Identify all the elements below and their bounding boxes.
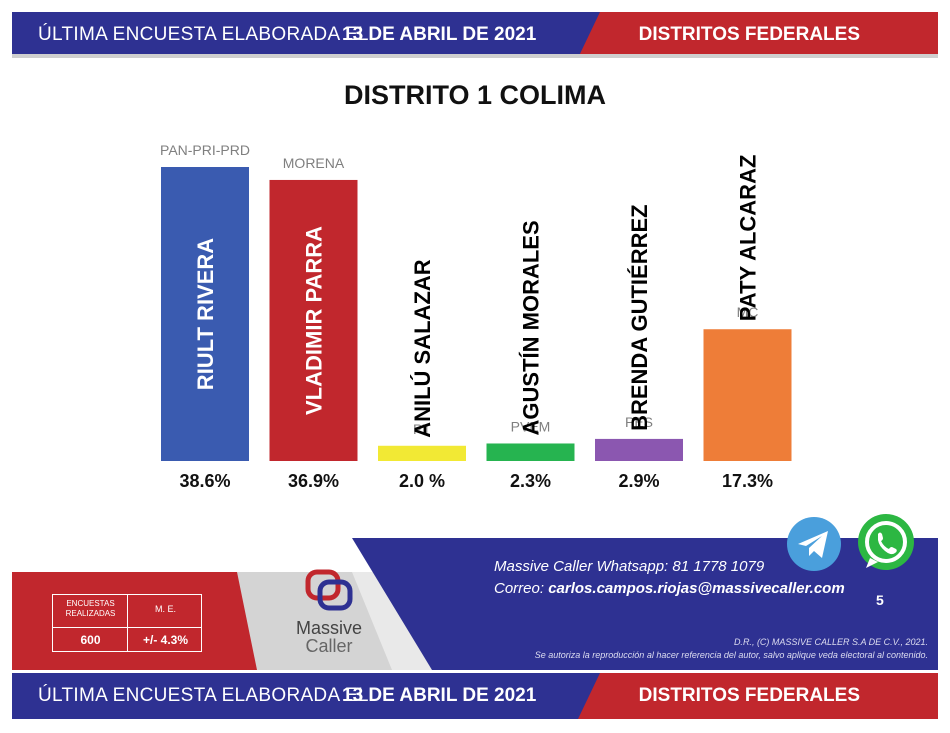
bar-3 bbox=[486, 443, 575, 461]
candidate-label-1: VLADIMIR PARRA bbox=[302, 226, 327, 415]
party-label-0: PAN-PRI-PRD bbox=[160, 142, 250, 158]
bar-4 bbox=[595, 438, 683, 461]
banner-red-section bbox=[578, 673, 938, 719]
bar-1 bbox=[269, 179, 358, 461]
whatsapp-number: 81 1778 1079 bbox=[672, 558, 765, 575]
bar-2 bbox=[378, 445, 466, 461]
candidate-label-2: ANILÚ SALAZAR bbox=[410, 259, 435, 438]
banner-lead-text: ÚLTIMA ENCUESTA ELABORADA EL bbox=[38, 685, 369, 706]
massive-caller-logo: Massive Caller bbox=[284, 566, 374, 656]
footer: ENCUESTAS REALIZADAS M. E. 600 +/- 4.3% … bbox=[12, 510, 938, 670]
party-label-4: PES bbox=[625, 414, 653, 430]
value-label-2: 2.0 % bbox=[399, 471, 445, 491]
brand-name-line1: Massive bbox=[295, 618, 362, 638]
banner-divider bbox=[12, 54, 938, 58]
value-label-5: 17.3% bbox=[722, 471, 773, 491]
whatsapp-label: Massive Caller Whatsapp: bbox=[494, 558, 669, 575]
banner-date: 13 DE ABRIL DE 2021 bbox=[342, 685, 537, 706]
surveys-value: 600 bbox=[80, 633, 101, 647]
whatsapp-contact: Massive Caller Whatsapp: 81 1778 1079 bbox=[494, 558, 764, 575]
banner-red-section bbox=[578, 12, 938, 58]
top-banner: ÚLTIMA ENCUESTA ELABORADA EL 13 DE ABRIL… bbox=[12, 12, 938, 58]
bar-0 bbox=[161, 167, 249, 461]
logo-icon bbox=[305, 569, 353, 611]
email-contact: Correo: carlos.campos.riojas@massivecall… bbox=[494, 580, 845, 597]
party-label-3: PVEM bbox=[511, 418, 551, 434]
margin-error-value: +/- 4.3% bbox=[142, 633, 189, 647]
bottom-banner: ÚLTIMA ENCUESTA ELABORADA EL 13 DE ABRIL… bbox=[12, 673, 938, 719]
banner-right-title: DISTRITOS FEDERALES bbox=[638, 24, 860, 45]
value-label-1: 36.9% bbox=[288, 471, 339, 491]
banner-right-title: DISTRITOS FEDERALES bbox=[638, 685, 860, 706]
value-label-3: 2.3% bbox=[510, 471, 551, 491]
telegram-icon[interactable] bbox=[784, 514, 844, 574]
party-label-1: MORENA bbox=[283, 155, 345, 171]
candidate-label-4: BRENDA GUTIÉRREZ bbox=[627, 204, 652, 431]
legal-notice: D.R., (C) MASSIVE CALLER S.A DE C.V., 20… bbox=[733, 637, 928, 647]
candidate-label-5: PATY ALCARAZ bbox=[736, 155, 761, 322]
banner-date: 13 DE ABRIL DE 2021 bbox=[342, 24, 537, 45]
chart-title: DISTRITO 1 COLIMA bbox=[343, 80, 606, 110]
legal-authorization: Se autoriza la reproducción al hacer ref… bbox=[534, 650, 928, 660]
party-label-2: PT bbox=[413, 421, 431, 437]
bar-5 bbox=[703, 329, 792, 461]
page-number: 5 bbox=[876, 592, 884, 608]
party-label-5: MC bbox=[737, 304, 759, 320]
brand-name-line2: Caller bbox=[305, 636, 353, 656]
value-label-4: 2.9% bbox=[618, 471, 659, 491]
whatsapp-icon[interactable] bbox=[854, 512, 918, 576]
banner-lead-text: ÚLTIMA ENCUESTA ELABORADA EL bbox=[38, 24, 369, 45]
candidate-label-3: AGUSTÍN MORALES bbox=[519, 220, 544, 435]
bar-chart: PAN-PRI-PRD RIULT RIVERA 38.6% MORENA VLADIM… bbox=[160, 142, 792, 491]
survey-stats-box: ENCUESTAS REALIZADAS M. E. 600 +/- 4.3% bbox=[52, 594, 202, 652]
surveys-header: ENCUESTAS REALIZADAS bbox=[65, 599, 116, 618]
email-address[interactable]: carlos.campos.riojas@massivecaller.com bbox=[548, 580, 845, 597]
candidate-label-0: RIULT RIVERA bbox=[193, 238, 218, 390]
value-label-0: 38.6% bbox=[179, 471, 230, 491]
margin-error-header: M. E. bbox=[154, 604, 176, 614]
email-label: Correo: bbox=[494, 580, 545, 597]
